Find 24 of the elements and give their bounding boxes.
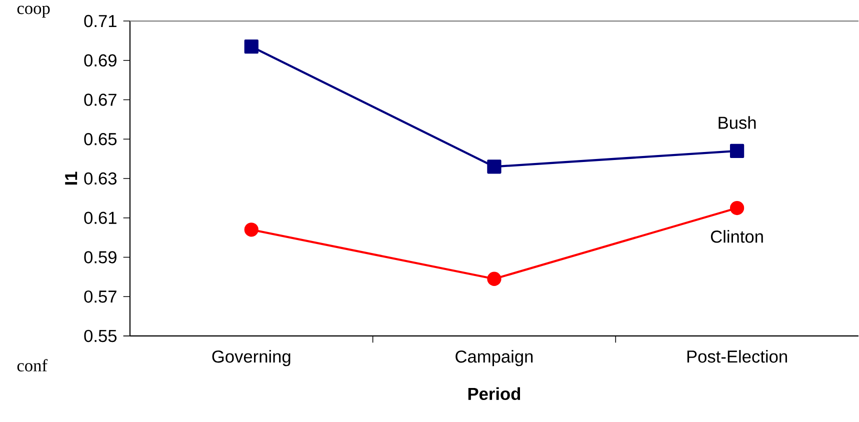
series-label: Clinton [710, 230, 763, 243]
series-label: Bush [718, 116, 756, 129]
point [244, 222, 258, 237]
x-tick-label: Post-Election [687, 350, 787, 363]
y-tick-label: 0.57 [84, 290, 116, 303]
y-tick-label: 0.55 [84, 330, 117, 342]
point [244, 40, 258, 54]
x-tick-label: Governing [212, 350, 290, 366]
y-tick-label: 0.69 [84, 54, 116, 67]
y-tick-label: 0.65 [84, 133, 117, 146]
point [730, 200, 744, 216]
y-tick-label: 0.67 [84, 94, 116, 106]
text: coop [17, 6, 50, 18]
y-tick-label: 0.59 [84, 251, 116, 264]
y-tick-label: 0.63 [84, 172, 117, 185]
x-tick-label: Campaign [456, 350, 533, 366]
y-tick-label: 0.61 [84, 212, 116, 224]
point [730, 144, 744, 158]
y-tick-label: 0.71 [84, 14, 116, 28]
x-axis-title: Period [468, 387, 520, 400]
text: conf [17, 359, 48, 372]
point [487, 160, 502, 174]
point [487, 272, 502, 286]
y-axis-title: I1 [65, 172, 78, 185]
